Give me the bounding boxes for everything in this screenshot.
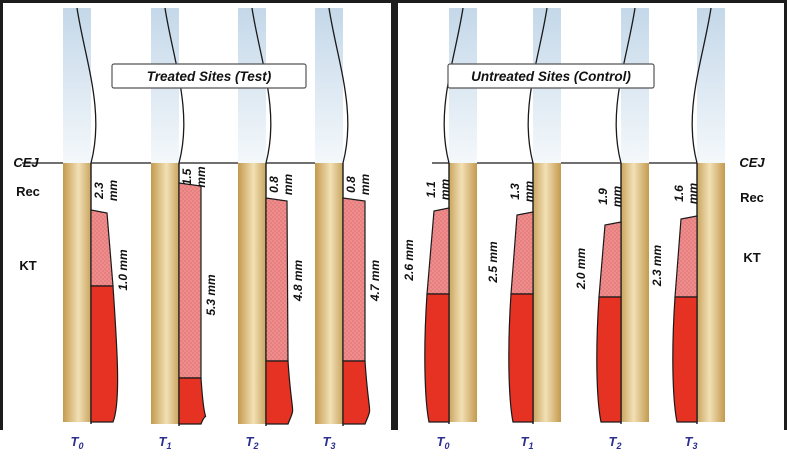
title-box-treated bbox=[111, 63, 307, 89]
time-point-label-p0-s1: T1 bbox=[159, 434, 172, 451]
kt-stippled-p0-s3 bbox=[342, 197, 366, 362]
title-box-untreated bbox=[447, 63, 655, 89]
recession-value-p0-s3: 0.8 bbox=[344, 176, 358, 193]
enamel-crown-p0-s0 bbox=[63, 8, 91, 163]
crown-outline-p0-s3 bbox=[328, 7, 349, 164]
rec-label-left: Rec bbox=[16, 184, 40, 199]
kt-attached-p0-s2 bbox=[265, 360, 294, 425]
root-p0-s0 bbox=[63, 163, 91, 422]
kt-label-right: KT bbox=[743, 250, 760, 265]
kt-attached-p0-s0 bbox=[90, 285, 119, 423]
cej-label-left: CEJ bbox=[13, 155, 39, 170]
root-p1-s3 bbox=[697, 163, 725, 422]
rec-label-right: Rec bbox=[740, 190, 764, 205]
kt-attached-p0-s3 bbox=[342, 360, 371, 425]
time-point-letter-p0-s2: T bbox=[246, 434, 255, 449]
recession-unit-p0-s1: mm bbox=[194, 166, 208, 188]
time-point-subscript-p1-s1: 1 bbox=[528, 441, 533, 451]
kt-width-label-p0-s3: 4.7 mm bbox=[368, 259, 382, 302]
time-point-label-p0-s0: T0 bbox=[71, 434, 84, 451]
time-point-label-p0-s2: T2 bbox=[246, 434, 259, 451]
kt-attached-p1-s0 bbox=[424, 293, 450, 423]
recession-value-p0-s0: 2.3 bbox=[92, 182, 106, 200]
time-point-subscript-p0-s1: 1 bbox=[166, 441, 171, 451]
kt-width-label-p0-s1: 5.3 mm bbox=[204, 274, 218, 316]
kt-width-label-p1-s1: 2.5 mm bbox=[486, 241, 500, 284]
time-point-label-p1-s1: T1 bbox=[521, 434, 534, 451]
kt-attached-p0-s1 bbox=[178, 377, 207, 425]
kt-attached-p1-s2 bbox=[596, 296, 622, 423]
recession-value-p1-s2: 1.9 bbox=[596, 188, 610, 205]
enamel-crown-p1-s3 bbox=[697, 8, 725, 163]
recession-unit-p0-s0: mm bbox=[106, 180, 120, 202]
time-point-label-p1-s2: T2 bbox=[609, 434, 622, 451]
kt-width-label-p1-s2: 2.0 mm bbox=[574, 247, 588, 290]
recession-unit-p1-s2: mm bbox=[610, 186, 624, 208]
crown-outline-p1-s3 bbox=[691, 7, 712, 164]
kt-width-label-p1-s3: 2.3 mm bbox=[650, 244, 664, 287]
recession-unit-p1-s3: mm bbox=[686, 183, 700, 205]
kt-width-label-p0-s2: 4.8 mm bbox=[291, 259, 305, 302]
kt-width-label-p0-s0: 1.0 mm bbox=[116, 249, 130, 291]
cej-label-right: CEJ bbox=[739, 155, 765, 170]
kt-stippled-p0-s2 bbox=[265, 197, 289, 362]
time-point-letter-p0-s0: T bbox=[71, 434, 80, 449]
recession-value-p1-s1: 1.3 bbox=[508, 183, 522, 200]
time-point-subscript-p1-s2: 2 bbox=[615, 441, 621, 451]
panel-title-treated: Treated Sites (Test) bbox=[147, 69, 272, 84]
kt-label-left: KT bbox=[19, 258, 36, 273]
crown-outline-p0-s0 bbox=[76, 7, 97, 164]
time-point-letter-p1-s2: T bbox=[609, 434, 618, 449]
time-point-subscript-p1-s3: 3 bbox=[692, 441, 697, 451]
time-point-letter-p0-s1: T bbox=[159, 434, 168, 449]
time-point-subscript-p0-s2: 2 bbox=[252, 441, 258, 451]
kt-stippled-p0-s1 bbox=[178, 182, 202, 379]
time-point-label-p0-s3: T3 bbox=[323, 434, 336, 451]
recession-unit-p0-s2: mm bbox=[281, 174, 295, 196]
time-point-subscript-p0-s0: 0 bbox=[78, 441, 83, 451]
recession-value-p1-s0: 1.1 bbox=[424, 181, 438, 198]
time-point-letter-p1-s1: T bbox=[521, 434, 530, 449]
time-point-letter-p1-s3: T bbox=[685, 434, 694, 449]
time-point-subscript-p0-s3: 3 bbox=[330, 441, 335, 451]
panel-divider bbox=[391, 0, 398, 430]
panel-title-untreated: Untreated Sites (Control) bbox=[471, 69, 631, 84]
root-p1-s0 bbox=[449, 163, 477, 422]
root-p1-s2 bbox=[621, 163, 649, 422]
time-point-label-p1-s3: T3 bbox=[685, 434, 698, 451]
root-p1-s1 bbox=[533, 163, 561, 422]
kt-attached-p1-s3 bbox=[672, 296, 698, 423]
recession-value-p0-s1: 1.5 bbox=[180, 168, 194, 185]
bottom-band bbox=[0, 430, 787, 469]
recession-value-p1-s3: 1.6 bbox=[672, 185, 686, 202]
time-point-subscript-p1-s0: 0 bbox=[444, 441, 449, 451]
time-point-letter-p0-s3: T bbox=[323, 434, 332, 449]
root-p0-s3 bbox=[315, 163, 343, 424]
recession-unit-p1-s0: mm bbox=[438, 179, 452, 201]
enamel-crown-p0-s3 bbox=[315, 8, 343, 163]
root-p0-s1 bbox=[151, 163, 179, 424]
recession-value-p0-s2: 0.8 bbox=[267, 176, 281, 193]
kt-attached-p1-s1 bbox=[508, 293, 534, 423]
time-point-letter-p1-s0: T bbox=[437, 434, 446, 449]
recession-unit-p1-s1: mm bbox=[522, 181, 536, 203]
root-p0-s2 bbox=[238, 163, 266, 424]
time-point-label-p1-s0: T0 bbox=[437, 434, 450, 451]
recession-unit-p0-s3: mm bbox=[358, 174, 372, 196]
kt-width-label-p1-s0: 2.6 mm bbox=[402, 239, 416, 282]
